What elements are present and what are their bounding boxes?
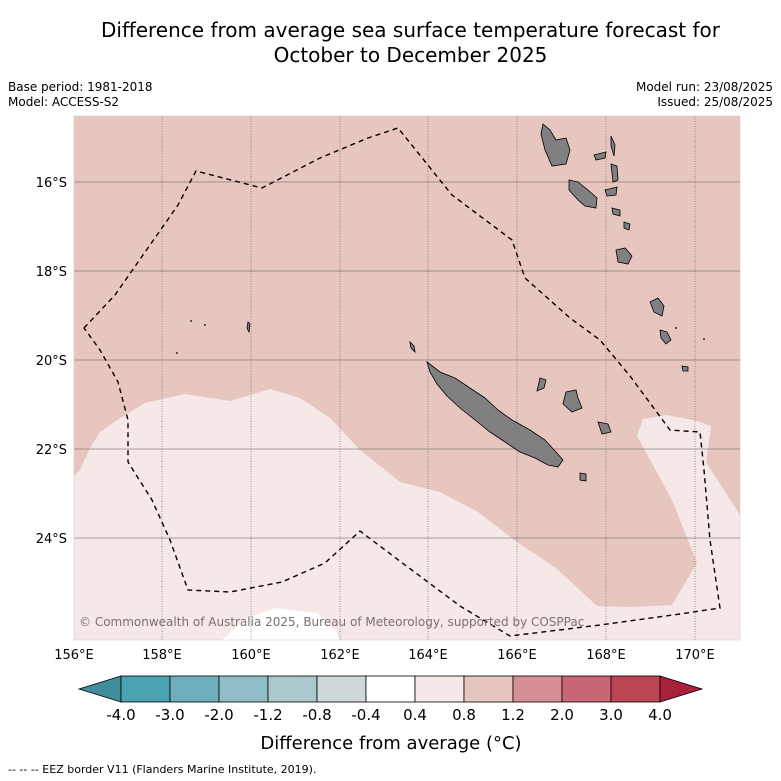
colorbar-tick-label: -2.0 [204, 706, 233, 724]
colorbar-tick-label: -4.0 [106, 706, 135, 724]
model-run: Model run: 23/08/2025 [635, 80, 773, 94]
colorbar-extend-high [659, 675, 704, 703]
tanna-land [659, 329, 672, 345]
eez-legend-footer: -- -- -- EEZ border V11 (Flanders Marine… [8, 763, 317, 776]
colorbar-swatch [463, 675, 514, 703]
reef-dot [675, 327, 677, 329]
lat-label-18s: 18°S [36, 265, 67, 280]
pentecost-land [610, 163, 619, 183]
lat-label-16s: 16°S [36, 176, 67, 191]
colorbar-swatch [267, 675, 318, 703]
colorbar-tick-label: 4.0 [648, 706, 672, 724]
model-name: Model: ACCESS-S2 [8, 95, 120, 109]
graticule-lat [74, 181, 740, 539]
colorbar [77, 675, 704, 703]
map-title: Difference from average sea surface temp… [40, 18, 781, 68]
colorbar-swatch [218, 675, 269, 703]
anomaly-band-0.4-below [222, 608, 340, 640]
lon-label-164e: 164°E [408, 648, 448, 663]
issued-date: Issued: 25/08/2025 [657, 95, 773, 109]
efate-land [615, 247, 633, 265]
lon-label-166e: 166°E [497, 648, 537, 663]
base-period: Base period: 1981-2018 [8, 80, 153, 94]
malo-land [593, 151, 607, 161]
chesterfield-reef-land [246, 321, 251, 334]
new-caledonia-land [426, 360, 564, 468]
colorbar-swatch [414, 675, 465, 703]
lat-label-20s: 20°S [36, 354, 67, 369]
reef-dot [176, 352, 178, 354]
shepherd-islands-land [623, 221, 631, 231]
maewo-land [610, 135, 616, 157]
lon-label-168e: 168°E [586, 648, 626, 663]
lon-label-170e: 170°E [675, 648, 715, 663]
title-line-1: Difference from average sea surface temp… [100, 18, 720, 42]
colorbar-tick-label: -3.0 [155, 706, 184, 724]
latitude-labels: 16°S 18°S 20°S 22°S 24°S [36, 176, 67, 547]
colorbar-swatch [169, 675, 220, 703]
colorbar-extend-low [77, 675, 122, 703]
malakula-land [568, 179, 598, 209]
ouvea-land [536, 377, 547, 392]
lat-label-24s: 24°S [36, 532, 67, 547]
lifou-land [562, 389, 583, 413]
aneityum-land [681, 365, 689, 372]
colorbar-swatch [561, 675, 612, 703]
meta-right: Model run: 23/08/2025 Issued: 25/08/2025 [636, 80, 773, 110]
erromango-land [649, 297, 665, 317]
lat-label-22s: 22°S [36, 443, 67, 458]
lon-label-156e: 156°E [54, 648, 94, 663]
colorbar-tick-label: 0.4 [403, 706, 427, 724]
map-frame [73, 115, 741, 641]
eez-border [83, 127, 721, 637]
longitude-labels: 156°E 158°E 160°E 162°E 164°E 166°E 168°… [54, 648, 715, 663]
lon-label-158e: 158°E [142, 648, 182, 663]
colorbar-tick-label: 0.8 [452, 706, 476, 724]
colorbar-swatch [512, 675, 563, 703]
colorbar-title: Difference from average (°C) [260, 733, 521, 754]
espiritu-santo-land [540, 123, 571, 167]
colorbar-tick-labels: -4.0 -3.0 -2.0 -1.2 -0.8 -0.4 0.4 0.8 1.2 2.0 3.0 4… [106, 706, 672, 724]
colorbar-tick-label: -0.8 [302, 706, 331, 724]
colorbar-tick-label: 3.0 [599, 706, 623, 724]
anomaly-band-0.4-0.8-south [74, 389, 740, 640]
reef-dot [190, 320, 192, 322]
map-area: © Commonwealth of Australia 2025, Bureau… [74, 116, 740, 640]
colorbar-swatch [120, 675, 171, 703]
colorbar-swatch [365, 675, 416, 703]
colorbar-tick-label: 2.0 [550, 706, 574, 724]
meta-left: Base period: 1981-2018 Model: ACCESS-S2 [8, 80, 153, 110]
lon-label-160e: 160°E [231, 648, 271, 663]
belep-islands-land [409, 340, 416, 354]
ambrym-land [604, 186, 618, 197]
copyright-notice: © Commonwealth of Australia 2025, Bureau… [79, 615, 584, 629]
colorbar-tick-label: 1.2 [501, 706, 525, 724]
epi-land [611, 207, 621, 217]
lon-label-162e: 162°E [320, 648, 360, 663]
colorbar-swatch [316, 675, 367, 703]
mare-land [597, 421, 612, 435]
title-line-2: October to December 2025 [273, 43, 548, 67]
isle-of-pines-land [579, 472, 587, 482]
reef-dot [204, 324, 206, 326]
reef-dot [703, 338, 705, 340]
colorbar-tick-label: -1.2 [253, 706, 282, 724]
colorbar-swatch [610, 675, 661, 703]
colorbar-tick-label: -0.4 [351, 706, 380, 724]
